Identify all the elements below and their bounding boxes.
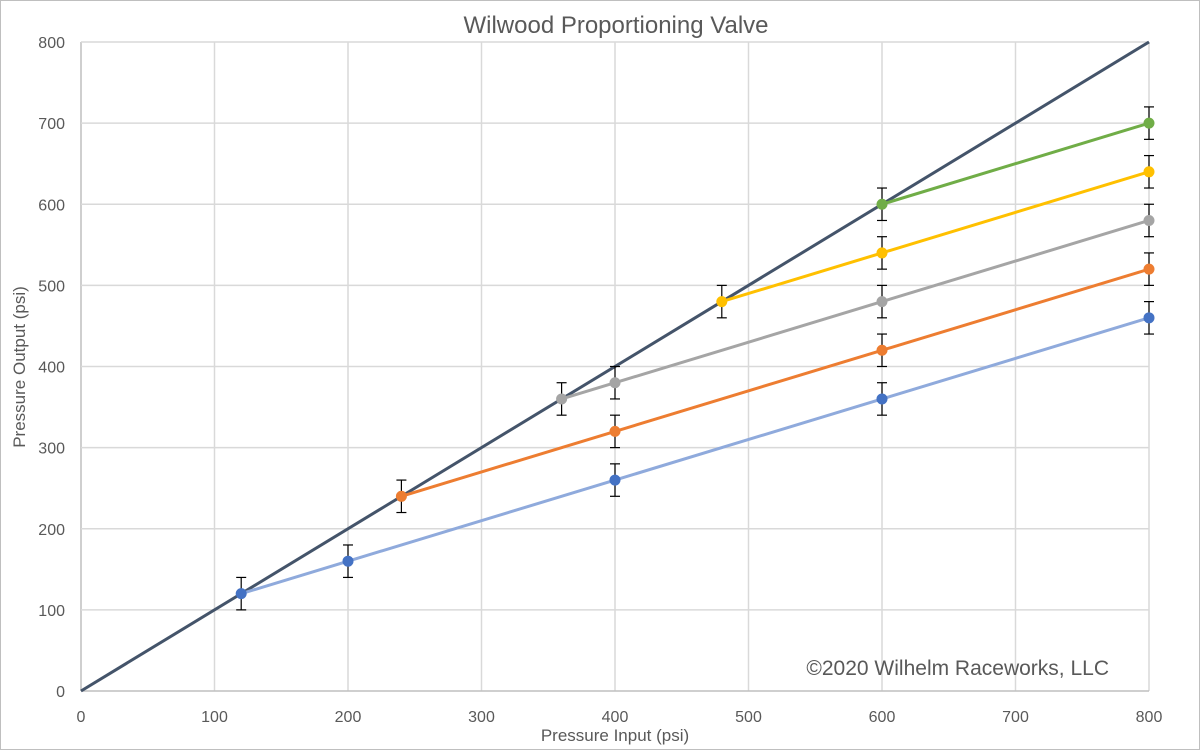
y-tick-label: 700 xyxy=(38,116,65,133)
y-tick-label: 100 xyxy=(38,603,65,620)
data-point xyxy=(609,425,621,437)
y-tick-label: 0 xyxy=(56,684,65,701)
data-point xyxy=(609,474,621,486)
series-line-2 xyxy=(400,267,1150,498)
series-line-3 xyxy=(561,219,1150,401)
data-point xyxy=(1143,166,1155,178)
x-tick-label: 500 xyxy=(735,709,762,726)
data-point xyxy=(1143,312,1155,324)
y-tick-label: 300 xyxy=(38,441,65,458)
chart-title: Wilwood Proportioning Valve xyxy=(463,12,768,39)
x-tick-label: 0 xyxy=(77,709,86,726)
tick-labels: 0 100 200 300 400 500 600 700 800 0 100 200 300 400 50… xyxy=(38,35,1162,726)
data-point xyxy=(609,377,621,389)
data-point xyxy=(876,198,888,210)
y-axis-label: Pressure Output (psi) xyxy=(10,286,29,448)
y-tick-label: 600 xyxy=(38,197,65,214)
data-point xyxy=(342,555,354,567)
x-tick-label: 200 xyxy=(335,709,362,726)
x-tick-label: 700 xyxy=(1002,709,1029,726)
data-point xyxy=(876,393,888,405)
y-tick-label: 400 xyxy=(38,360,65,377)
series-line-5 xyxy=(881,121,1150,206)
series-line-4 xyxy=(721,170,1150,304)
x-axis-label: Pressure Input (psi) xyxy=(541,726,689,745)
y-tick-label: 500 xyxy=(38,278,65,295)
y-tick-label: 200 xyxy=(38,522,65,539)
x-tick-label: 800 xyxy=(1136,709,1163,726)
x-tick-label: 600 xyxy=(869,709,896,726)
data-point xyxy=(716,296,728,308)
y-tick-label: 800 xyxy=(38,35,65,52)
data-point xyxy=(1143,117,1155,129)
data-point xyxy=(876,247,888,259)
data-markers xyxy=(235,117,1155,600)
x-tick-label: 100 xyxy=(201,709,228,726)
data-point xyxy=(395,490,407,502)
data-point xyxy=(1143,263,1155,275)
data-point xyxy=(235,588,247,600)
data-point xyxy=(1143,214,1155,226)
copyright-annotation: ©2020 Wilhelm Raceworks, LLC xyxy=(806,657,1109,680)
data-point xyxy=(876,344,888,356)
data-point xyxy=(876,296,888,308)
x-tick-label: 400 xyxy=(602,709,629,726)
x-tick-label: 300 xyxy=(468,709,495,726)
data-point xyxy=(556,393,568,405)
